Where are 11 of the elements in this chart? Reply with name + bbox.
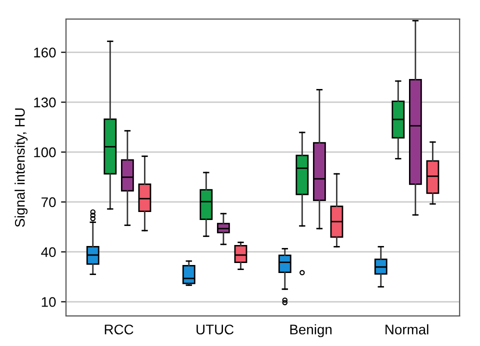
x-tick-label: RCC bbox=[104, 324, 134, 334]
x-tick-label: Benign bbox=[290, 324, 332, 338]
y-tick-label: 70 bbox=[42, 197, 56, 208]
x-tick-label: UTUC bbox=[196, 324, 234, 334]
y-axis-title: Signal intensity, HU bbox=[14, 108, 28, 227]
y-tick-label: 10 bbox=[42, 297, 56, 307]
y-tick-label: 40 bbox=[41, 247, 56, 258]
y-tick-label: 130 bbox=[34, 98, 56, 108]
y-tick-label: 100 bbox=[34, 147, 56, 158]
y-tick-label: 160 bbox=[34, 48, 56, 58]
x-tick-label: Normal bbox=[386, 324, 428, 334]
